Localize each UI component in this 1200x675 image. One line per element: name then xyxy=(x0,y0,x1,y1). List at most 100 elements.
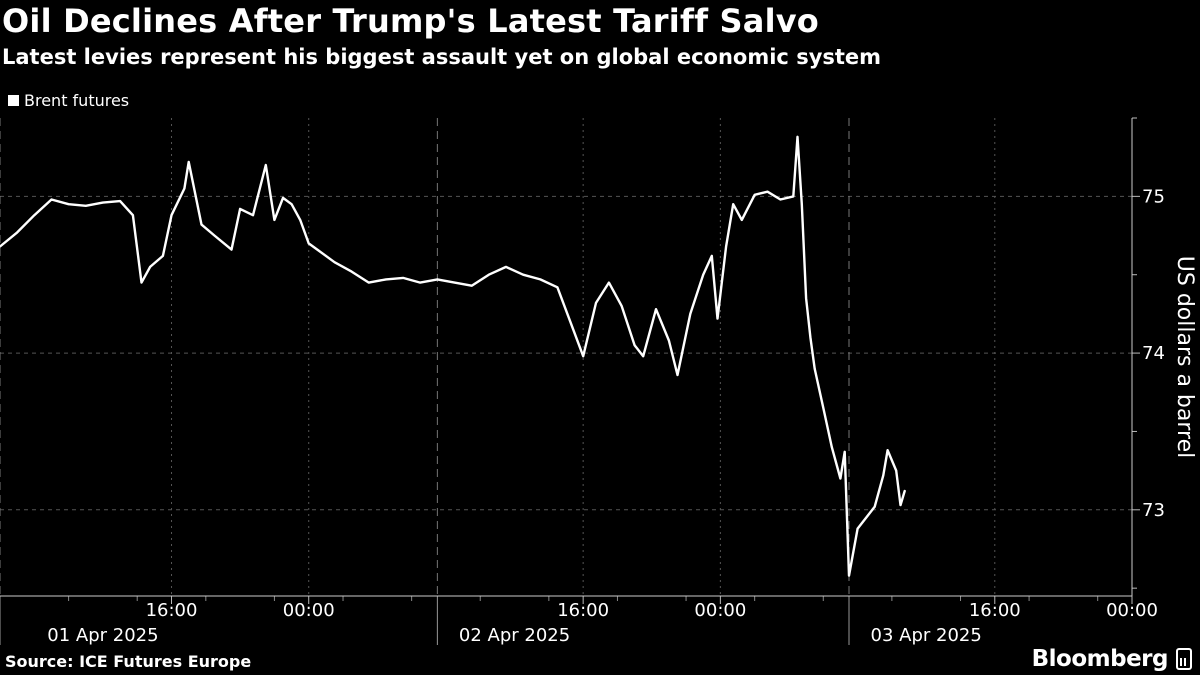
data-point xyxy=(895,469,898,472)
grid-lines xyxy=(0,118,1133,596)
x-tick-label: 00:00 xyxy=(1106,600,1158,621)
data-point xyxy=(556,286,559,289)
data-point xyxy=(633,344,636,347)
data-point xyxy=(800,203,803,206)
data-point xyxy=(282,197,284,199)
data-point xyxy=(140,281,143,284)
y-axis-label: US dollars a barrel xyxy=(1172,256,1197,458)
data-point xyxy=(132,214,134,217)
data-point xyxy=(84,204,87,207)
x-date-label: 02 Apr 2025 xyxy=(459,625,570,646)
data-point xyxy=(505,266,507,268)
data-point xyxy=(102,201,104,204)
data-point xyxy=(170,214,173,217)
data-point xyxy=(522,273,524,276)
data-point xyxy=(873,505,876,508)
data-point xyxy=(766,190,769,193)
brand-name: Bloomberg xyxy=(1031,646,1169,672)
x-tick-label: 16:00 xyxy=(969,600,1021,621)
data-point xyxy=(642,355,645,358)
data-point xyxy=(839,477,842,480)
data-point xyxy=(830,446,833,448)
data-point xyxy=(753,193,756,196)
data-point xyxy=(213,234,216,237)
data-point xyxy=(436,278,439,281)
data-point xyxy=(848,574,850,577)
data-point xyxy=(856,527,859,530)
x-tick-label: 16:00 xyxy=(146,600,198,621)
data-point xyxy=(809,336,812,339)
data-point xyxy=(367,281,370,284)
data-point xyxy=(264,164,267,166)
x-tick-label: 00:00 xyxy=(694,600,746,621)
data-point xyxy=(716,317,719,320)
series-line-brent-futures xyxy=(0,135,906,577)
data-point xyxy=(453,281,456,284)
data-point xyxy=(865,516,868,519)
data-point xyxy=(307,242,310,245)
data-point xyxy=(539,278,542,281)
x-tick-label: 16:00 xyxy=(557,600,609,621)
y-tick-label: 74 xyxy=(1142,343,1165,364)
x-date-label: 01 Apr 2025 xyxy=(47,625,158,646)
legend: Brent futures xyxy=(8,91,129,110)
x-date-label: 03 Apr 2025 xyxy=(871,625,982,646)
data-point xyxy=(316,248,319,251)
data-point xyxy=(385,278,387,281)
data-point xyxy=(822,407,825,409)
data-point xyxy=(805,297,807,300)
data-point xyxy=(50,198,53,201)
data-point xyxy=(903,490,906,492)
data-point xyxy=(67,203,70,206)
legend-label: Brent futures xyxy=(24,91,130,110)
chart-title: Oil Declines After Trump's Latest Tariff… xyxy=(2,2,819,40)
data-point xyxy=(882,474,885,477)
data-point xyxy=(16,231,19,234)
data-point xyxy=(487,273,490,276)
data-point xyxy=(252,214,254,217)
data-point xyxy=(187,161,190,163)
data-point xyxy=(779,198,782,201)
data-point xyxy=(732,203,735,206)
data-point xyxy=(290,203,293,206)
data-point xyxy=(183,187,186,190)
data-point xyxy=(595,302,597,304)
data-point xyxy=(0,245,1,248)
data-point xyxy=(470,284,473,287)
x-tick-label: 00:00 xyxy=(283,600,335,621)
chart-subtitle: Latest levies represent his biggest assa… xyxy=(2,45,882,69)
data-point xyxy=(162,255,164,257)
brand: Bloomberg xyxy=(1032,646,1192,672)
source-note: Source: ICE Futures Europe xyxy=(5,652,252,671)
series-brent-futures xyxy=(0,135,906,577)
data-point xyxy=(702,273,705,276)
data-point xyxy=(608,281,610,284)
data-point xyxy=(710,255,713,257)
data-point xyxy=(843,450,846,453)
data-point xyxy=(620,305,623,307)
data-point xyxy=(239,208,242,210)
y-tick-label: 75 xyxy=(1142,186,1165,207)
data-point xyxy=(740,219,743,221)
legend-swatch xyxy=(8,95,19,106)
data-point xyxy=(299,219,302,221)
data-point xyxy=(119,200,121,203)
data-point xyxy=(668,339,670,342)
data-point xyxy=(230,248,233,251)
data-point xyxy=(569,320,572,323)
data-point xyxy=(796,135,799,138)
data-point xyxy=(886,449,889,452)
data-point xyxy=(33,214,36,217)
data-point xyxy=(725,245,727,248)
data-point xyxy=(149,266,152,268)
data-point xyxy=(813,367,816,370)
bloomberg-logo-icon xyxy=(1176,648,1192,670)
data-point xyxy=(333,261,336,264)
data-point xyxy=(792,195,795,198)
data-point xyxy=(689,313,692,315)
data-point xyxy=(676,374,679,376)
data-point xyxy=(655,308,657,311)
data-point xyxy=(273,219,276,221)
data-point xyxy=(419,281,422,284)
data-point xyxy=(582,355,585,358)
